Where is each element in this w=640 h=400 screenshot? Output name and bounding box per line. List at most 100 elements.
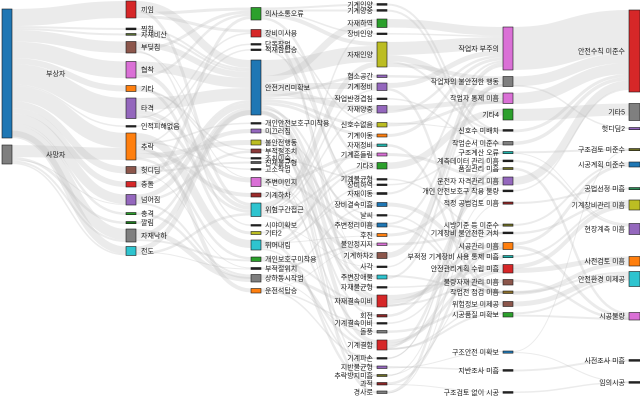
sankey-link[interactable] — [512, 381, 630, 393]
sankey-node-casualty-0[interactable] — [1, 8, 13, 139]
sankey-node-root-cause-22[interactable] — [502, 369, 514, 372]
sankey-link[interactable] — [135, 202, 252, 277]
sankey-link[interactable] — [135, 9, 252, 206]
sankey-link[interactable] — [135, 110, 252, 239]
sankey-link[interactable] — [260, 193, 378, 245]
sankey-node-work-condition-16[interactable] — [376, 192, 388, 195]
sankey-node-unsafe-act-14[interactable] — [250, 202, 262, 217]
sankey-link[interactable] — [260, 153, 378, 185]
sankey-link[interactable] — [135, 122, 252, 144]
sankey-link[interactable] — [11, 108, 127, 187]
sankey-link[interactable] — [260, 177, 378, 227]
sankey-link[interactable] — [260, 13, 378, 46]
sankey-link[interactable] — [135, 52, 252, 179]
sankey-link[interactable] — [386, 202, 504, 394]
sankey-node-unsafe-act-11[interactable] — [250, 168, 262, 171]
sankey-node-work-condition-6[interactable] — [376, 82, 388, 91]
sankey-node-work-condition-27[interactable] — [376, 314, 388, 318]
sankey-link[interactable] — [135, 10, 252, 51]
sankey-link[interactable] — [260, 184, 378, 332]
sankey-link[interactable] — [135, 110, 252, 252]
sankey-node-accident-type-15[interactable] — [125, 246, 137, 256]
sankey-link[interactable] — [386, 88, 504, 294]
sankey-link[interactable] — [135, 110, 252, 183]
sankey-link[interactable] — [386, 168, 504, 359]
sankey-link[interactable] — [386, 55, 504, 99]
sankey-link[interactable] — [386, 351, 504, 369]
sankey-link[interactable] — [260, 259, 378, 349]
sankey-link[interactable] — [512, 74, 630, 133]
sankey-link[interactable] — [11, 84, 127, 127]
sankey-link[interactable] — [260, 35, 378, 124]
sankey-node-accident-type-11[interactable] — [125, 194, 137, 206]
sankey-link[interactable] — [260, 111, 378, 302]
sankey-node-final-cause-12[interactable] — [628, 381, 640, 384]
sankey-node-work-condition-7[interactable] — [376, 97, 388, 100]
sankey-link[interactable] — [260, 129, 378, 394]
sankey-link[interactable] — [386, 224, 504, 307]
sankey-link[interactable] — [386, 65, 504, 268]
sankey-link[interactable] — [135, 212, 252, 279]
sankey-link[interactable] — [512, 352, 630, 383]
sankey-link[interactable] — [260, 235, 378, 244]
sankey-link[interactable] — [386, 232, 504, 324]
sankey-node-root-cause-6[interactable] — [502, 151, 514, 155]
sankey-link[interactable] — [260, 184, 378, 249]
sankey-link[interactable] — [135, 32, 252, 119]
sankey-node-unsafe-act-20[interactable] — [250, 274, 262, 283]
sankey-node-work-condition-19[interactable] — [376, 222, 388, 228]
sankey-link[interactable] — [135, 28, 252, 70]
sankey-link[interactable] — [135, 13, 252, 78]
sankey-node-accident-type-1[interactable] — [125, 27, 137, 31]
sankey-node-unsafe-act-15[interactable] — [250, 224, 262, 227]
sankey-link[interactable] — [260, 279, 378, 333]
sankey-link[interactable] — [11, 123, 127, 215]
sankey-link[interactable] — [260, 122, 378, 376]
sankey-link[interactable] — [11, 30, 127, 53]
sankey-link[interactable] — [386, 9, 504, 144]
sankey-node-work-condition-29[interactable] — [376, 330, 388, 334]
sankey-link[interactable] — [260, 157, 378, 180]
sankey-link[interactable] — [386, 122, 504, 132]
sankey-link[interactable] — [386, 37, 504, 55]
sankey-link[interactable] — [512, 148, 630, 154]
sankey-link[interactable] — [512, 261, 630, 295]
sankey-link[interactable] — [135, 161, 252, 173]
sankey-link[interactable] — [512, 80, 630, 185]
sankey-link[interactable] — [135, 61, 252, 88]
sankey-link[interactable] — [135, 49, 252, 146]
sankey-link[interactable] — [260, 240, 378, 385]
sankey-link[interactable] — [512, 149, 630, 352]
sankey-node-work-condition-26[interactable] — [376, 294, 388, 308]
sankey-link[interactable] — [11, 86, 127, 148]
sankey-link[interactable] — [135, 145, 252, 293]
sankey-link[interactable] — [11, 113, 127, 204]
sankey-node-work-condition-1[interactable] — [376, 9, 388, 12]
sankey-node-work-condition-17[interactable] — [376, 202, 388, 207]
sankey-node-work-condition-18[interactable] — [376, 214, 388, 217]
sankey-link[interactable] — [260, 3, 378, 10]
sankey-link[interactable] — [11, 159, 127, 205]
sankey-link[interactable] — [135, 140, 252, 159]
sankey-link[interactable] — [386, 281, 504, 306]
sankey-link[interactable] — [135, 107, 252, 224]
sankey-node-unsafe-act-17[interactable] — [250, 239, 262, 251]
sankey-link[interactable] — [260, 49, 378, 194]
sankey-node-work-condition-32[interactable] — [376, 365, 388, 369]
sankey-link[interactable] — [260, 62, 378, 208]
sankey-node-work-condition-3[interactable] — [376, 32, 388, 35]
sankey-link[interactable] — [512, 88, 630, 192]
sankey-link[interactable] — [512, 103, 630, 121]
sankey-link[interactable] — [260, 168, 378, 377]
sankey-node-final-cause-3[interactable] — [628, 148, 640, 152]
sankey-node-accident-type-9[interactable] — [125, 166, 137, 174]
sankey-node-final-cause-1[interactable] — [628, 103, 640, 121]
sankey-node-accident-type-7[interactable] — [125, 125, 137, 128]
sankey-node-work-condition-33[interactable] — [376, 374, 388, 377]
sankey-link[interactable] — [512, 164, 630, 246]
sankey-link[interactable] — [386, 63, 504, 81]
sankey-node-final-cause-4[interactable] — [628, 161, 640, 168]
sankey-link[interactable] — [386, 272, 504, 376]
sankey-link[interactable] — [386, 55, 504, 113]
sankey-node-accident-type-12[interactable] — [125, 212, 137, 216]
